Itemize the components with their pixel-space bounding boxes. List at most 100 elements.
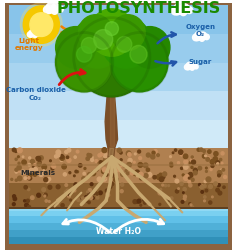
Circle shape <box>162 184 164 186</box>
Circle shape <box>139 172 143 177</box>
Bar <box>9 119 228 148</box>
Circle shape <box>137 174 140 176</box>
Circle shape <box>188 172 193 177</box>
Circle shape <box>34 164 36 166</box>
Bar <box>9 229 228 237</box>
Circle shape <box>95 160 98 162</box>
Circle shape <box>199 32 207 40</box>
Circle shape <box>130 26 170 68</box>
Circle shape <box>167 198 169 202</box>
Circle shape <box>44 6 51 14</box>
Circle shape <box>188 180 190 183</box>
Circle shape <box>216 188 219 192</box>
Circle shape <box>181 200 184 203</box>
Circle shape <box>168 185 169 186</box>
Circle shape <box>205 189 208 192</box>
Circle shape <box>87 191 89 193</box>
Circle shape <box>75 170 77 173</box>
Circle shape <box>63 173 66 176</box>
Circle shape <box>15 168 18 171</box>
Circle shape <box>51 167 54 170</box>
Circle shape <box>140 204 142 206</box>
Circle shape <box>48 185 52 189</box>
Circle shape <box>29 30 36 37</box>
Circle shape <box>29 157 31 159</box>
Circle shape <box>192 160 196 164</box>
Circle shape <box>147 172 152 177</box>
Polygon shape <box>110 87 114 146</box>
Circle shape <box>186 62 193 69</box>
Circle shape <box>80 200 83 203</box>
Circle shape <box>81 38 97 53</box>
Circle shape <box>177 162 179 164</box>
Circle shape <box>25 203 28 207</box>
Circle shape <box>91 171 96 175</box>
Circle shape <box>18 169 20 171</box>
Circle shape <box>138 150 141 153</box>
Circle shape <box>60 156 64 160</box>
Circle shape <box>154 150 157 153</box>
Circle shape <box>110 182 114 186</box>
Text: Sugar: Sugar <box>189 59 212 65</box>
Circle shape <box>56 32 113 92</box>
Circle shape <box>102 148 107 152</box>
Circle shape <box>121 183 124 186</box>
Circle shape <box>170 197 173 200</box>
Circle shape <box>27 188 30 190</box>
Circle shape <box>23 6 60 44</box>
Circle shape <box>27 32 32 37</box>
Circle shape <box>157 154 159 156</box>
Circle shape <box>153 176 156 179</box>
Circle shape <box>85 200 88 202</box>
Circle shape <box>208 150 211 153</box>
Circle shape <box>137 174 139 176</box>
Circle shape <box>180 4 189 14</box>
Circle shape <box>84 168 86 170</box>
Circle shape <box>42 164 47 169</box>
Circle shape <box>79 164 82 167</box>
Circle shape <box>159 173 163 177</box>
Circle shape <box>83 172 85 175</box>
Circle shape <box>139 157 142 160</box>
Circle shape <box>217 184 220 186</box>
Circle shape <box>175 10 180 15</box>
Circle shape <box>13 195 16 198</box>
Circle shape <box>69 172 71 174</box>
Circle shape <box>204 196 206 198</box>
Circle shape <box>57 154 60 157</box>
Circle shape <box>178 150 183 154</box>
Circle shape <box>184 64 190 70</box>
Circle shape <box>77 46 92 62</box>
Circle shape <box>140 176 143 180</box>
Circle shape <box>134 161 135 163</box>
Circle shape <box>200 148 203 151</box>
Circle shape <box>178 188 179 190</box>
Circle shape <box>134 153 136 155</box>
Circle shape <box>36 157 38 159</box>
Circle shape <box>184 176 188 180</box>
Polygon shape <box>105 84 118 148</box>
Text: Carbon dioxide
Co₂: Carbon dioxide Co₂ <box>6 87 65 101</box>
Bar <box>9 208 228 212</box>
Circle shape <box>206 158 209 161</box>
Circle shape <box>143 199 146 202</box>
Circle shape <box>136 174 139 177</box>
Circle shape <box>56 150 61 155</box>
Circle shape <box>74 183 77 186</box>
Circle shape <box>166 199 168 201</box>
Circle shape <box>86 157 89 160</box>
Circle shape <box>24 200 26 202</box>
Circle shape <box>52 164 55 168</box>
Circle shape <box>162 176 165 178</box>
Circle shape <box>191 166 193 168</box>
Circle shape <box>105 22 119 36</box>
Circle shape <box>195 36 199 41</box>
Circle shape <box>220 169 223 172</box>
Circle shape <box>30 160 35 164</box>
Circle shape <box>13 197 17 200</box>
Circle shape <box>45 200 47 202</box>
Circle shape <box>33 30 39 36</box>
Bar <box>9 208 228 210</box>
Circle shape <box>209 185 212 188</box>
Circle shape <box>108 164 111 167</box>
